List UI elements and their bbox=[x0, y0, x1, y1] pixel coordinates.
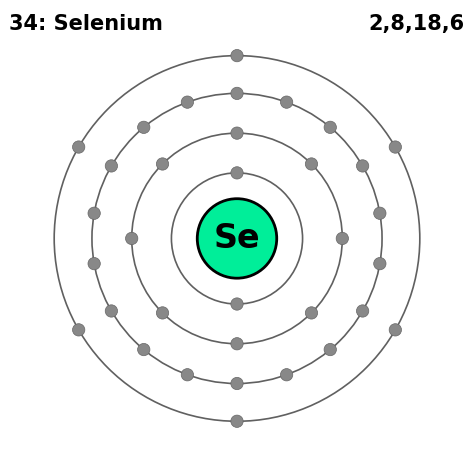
Circle shape bbox=[389, 324, 401, 336]
Circle shape bbox=[105, 160, 118, 172]
Circle shape bbox=[137, 121, 150, 134]
Circle shape bbox=[156, 158, 169, 170]
Circle shape bbox=[374, 207, 386, 219]
Text: 34: Selenium: 34: Selenium bbox=[9, 14, 164, 34]
Text: 2,8,18,6: 2,8,18,6 bbox=[368, 14, 465, 34]
Circle shape bbox=[305, 307, 318, 319]
Circle shape bbox=[137, 343, 150, 356]
Circle shape bbox=[231, 167, 243, 179]
Circle shape bbox=[281, 369, 293, 381]
Circle shape bbox=[181, 369, 193, 381]
Circle shape bbox=[231, 378, 243, 390]
Circle shape bbox=[105, 305, 118, 317]
Circle shape bbox=[73, 141, 85, 153]
Circle shape bbox=[356, 305, 369, 317]
Circle shape bbox=[88, 207, 100, 219]
Circle shape bbox=[197, 199, 277, 278]
Circle shape bbox=[336, 232, 348, 245]
Text: Se: Se bbox=[214, 222, 260, 255]
Circle shape bbox=[231, 127, 243, 139]
Circle shape bbox=[356, 160, 369, 172]
Circle shape bbox=[73, 324, 85, 336]
Circle shape bbox=[126, 232, 138, 245]
Circle shape bbox=[88, 258, 100, 270]
Circle shape bbox=[281, 96, 293, 108]
Circle shape bbox=[231, 337, 243, 350]
Circle shape bbox=[305, 158, 318, 170]
Circle shape bbox=[156, 307, 169, 319]
Circle shape bbox=[324, 121, 337, 134]
Circle shape bbox=[389, 141, 401, 153]
Circle shape bbox=[231, 415, 243, 427]
Circle shape bbox=[231, 87, 243, 100]
Circle shape bbox=[231, 49, 243, 62]
Circle shape bbox=[374, 258, 386, 270]
Circle shape bbox=[231, 298, 243, 310]
Circle shape bbox=[181, 96, 193, 108]
Circle shape bbox=[324, 343, 337, 356]
